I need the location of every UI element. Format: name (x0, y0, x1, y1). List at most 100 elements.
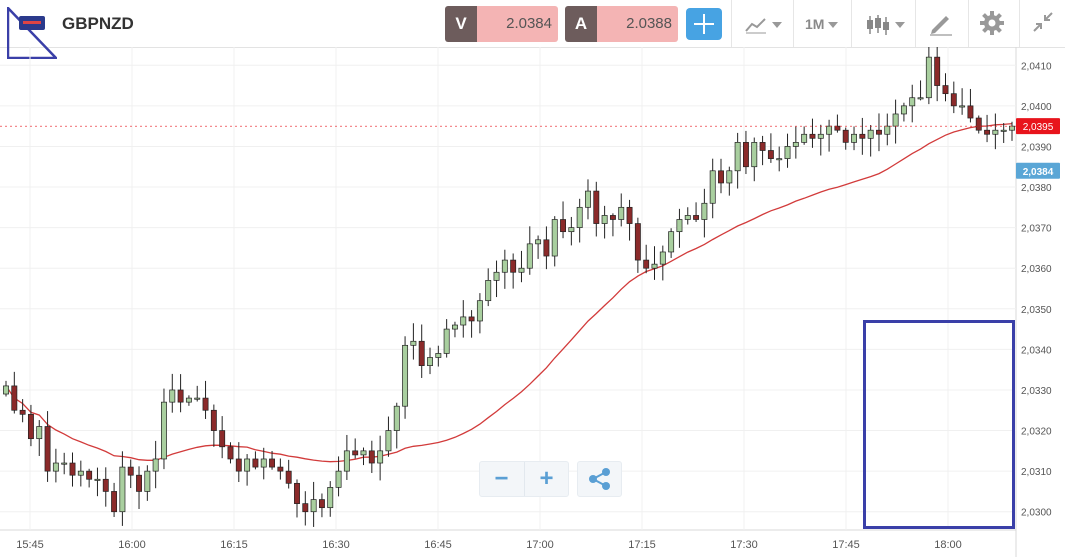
candle-up (260, 458, 267, 468)
candle-up (194, 397, 201, 400)
candle-down (859, 133, 866, 139)
zoom-out-button[interactable]: − (494, 465, 509, 492)
candle-down (834, 125, 841, 131)
candle-up (900, 105, 907, 115)
candle-down (967, 105, 974, 119)
x-tick-label: 16:45 (424, 539, 452, 551)
candle-up (310, 499, 317, 513)
candle-up (161, 401, 167, 460)
candle-up (3, 385, 9, 395)
y-tick-label: 2,0360 (1021, 264, 1052, 275)
divider (915, 0, 916, 47)
candle-down (277, 466, 284, 472)
last-price-badge (1016, 118, 1060, 135)
candle-up (701, 202, 708, 220)
divider (731, 0, 732, 47)
candle-down (418, 340, 425, 366)
candle-up (518, 267, 525, 273)
candle-up (61, 462, 68, 465)
candle-down (767, 150, 774, 159)
x-tick-label: 16:00 (118, 539, 146, 551)
chevron-down-icon (828, 22, 839, 29)
candle-up (726, 170, 733, 184)
zoom-in-button[interactable]: + (524, 462, 568, 496)
candle-up (551, 219, 558, 257)
symbol-title: GBPNZD (62, 14, 134, 33)
candle-down (626, 206, 633, 224)
x-tick-label: 16:15 (220, 539, 248, 551)
y-tick-label: 2,0300 (1021, 508, 1052, 519)
candle-up (792, 142, 799, 147)
candle-down (285, 470, 292, 484)
candle-up (77, 470, 84, 476)
candle-style-button[interactable] (865, 12, 905, 36)
candle-up (343, 450, 350, 472)
candle-up (52, 462, 59, 472)
gear-icon (980, 11, 1004, 35)
collapse-button[interactable] (1031, 10, 1055, 34)
candle-down (294, 482, 300, 504)
x-tick-label: 15:45 (16, 539, 44, 551)
candle-up (410, 340, 417, 346)
candle-up (817, 133, 824, 139)
last-price-label: 2,0395 (1023, 122, 1054, 133)
candle-up (435, 353, 442, 358)
x-tick-label: 17:00 (526, 539, 554, 551)
candle-up (427, 357, 433, 366)
y-tick-label: 2,0320 (1021, 427, 1052, 438)
candle-up (992, 129, 999, 135)
candle-down (593, 190, 600, 224)
candle-down (102, 478, 109, 492)
candle-up (385, 430, 392, 452)
candle-up (709, 170, 716, 204)
x-tick-label: 16:30 (322, 539, 350, 551)
bid-price-button[interactable]: V 2.0384 (445, 6, 558, 42)
candle-down (127, 466, 134, 476)
price-chart[interactable]: 2,0300 2,0310 2,0320 2,0330 2,0340 2,0350 2,03… (0, 47, 1065, 557)
candle-up (493, 271, 500, 281)
chart-type-button[interactable] (744, 12, 782, 36)
candle-up (485, 280, 492, 302)
y-axis: 2,0300 2,0310 2,0320 2,0330 2,0340 2,0350 2,03… (1021, 61, 1052, 518)
chevron-down-icon (895, 22, 905, 29)
highlight-box (863, 320, 1015, 529)
ask-price-button[interactable]: A 2.0388 (565, 6, 678, 42)
share-button[interactable] (577, 461, 622, 497)
bid-value: 2.0384 (477, 6, 558, 42)
price-labels: 2,0395 2,0384 (0, 118, 1060, 179)
settings-button[interactable] (979, 10, 1005, 35)
moving-average-layer (5, 122, 1013, 463)
candle-down (510, 259, 517, 273)
candle-up (925, 56, 932, 99)
candle-down (693, 215, 700, 220)
candle-down (560, 219, 566, 233)
candle-up (568, 227, 575, 233)
moving-average-line (5, 122, 1013, 463)
candle-up (826, 125, 833, 135)
candle-up (959, 105, 966, 108)
candle-up (377, 450, 384, 464)
candle-down (136, 474, 142, 492)
candle-up (393, 405, 400, 431)
candle-down (235, 458, 242, 472)
timeframe-button[interactable]: 1M (805, 12, 839, 36)
candle-down (809, 133, 816, 139)
candle-up (668, 231, 675, 253)
candle-down (252, 458, 259, 468)
y-tick-label: 2,0330 (1021, 386, 1052, 397)
candle-up (585, 190, 591, 208)
ask-tag: A (565, 6, 597, 42)
line-chart-icon (745, 18, 766, 35)
crosshair-icon[interactable] (686, 8, 722, 40)
candle-up (909, 97, 916, 107)
candle-down (352, 450, 359, 456)
candle-up (734, 142, 741, 172)
candle-up (402, 344, 409, 407)
zoom-controls: − + (479, 461, 569, 497)
candle-down (302, 503, 309, 513)
candle-down (44, 426, 51, 472)
draw-button[interactable] (928, 10, 954, 36)
y-tick-label: 2,0340 (1021, 345, 1052, 356)
candle-up (618, 206, 625, 220)
candle-up (476, 300, 483, 322)
